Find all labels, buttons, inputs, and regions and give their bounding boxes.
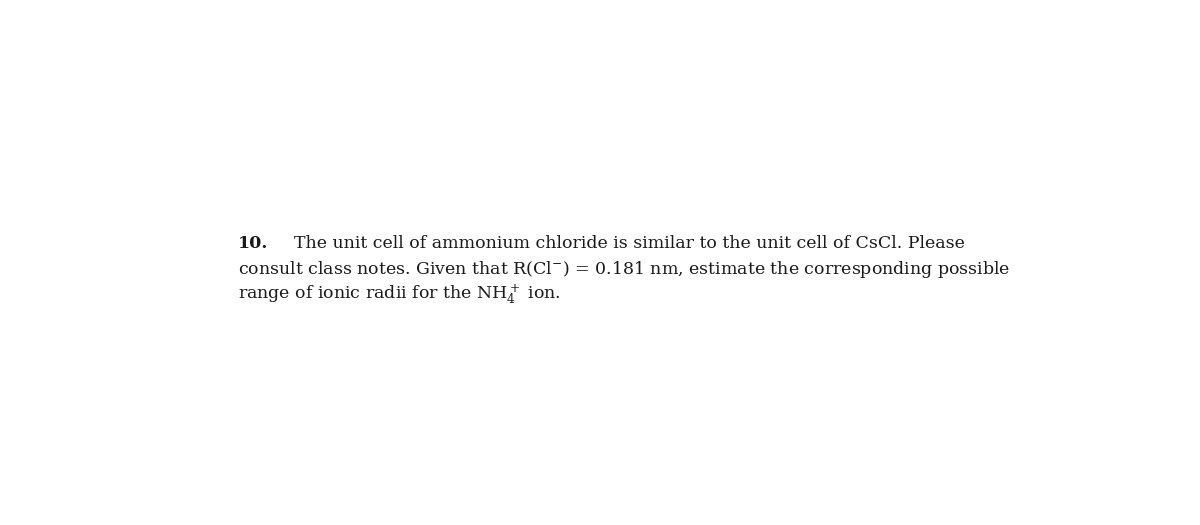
Text: consult class notes. Given that R(Cl$^{-}$) = 0.181 nm, estimate the correspondi: consult class notes. Given that R(Cl$^{-… xyxy=(239,259,1010,280)
Text: 10.: 10. xyxy=(239,235,269,252)
Text: The unit cell of ammonium chloride is similar to the unit cell of CsCl. Please: The unit cell of ammonium chloride is si… xyxy=(294,235,965,252)
Text: range of ionic radii for the NH$_4^+$ ion.: range of ionic radii for the NH$_4^+$ io… xyxy=(239,282,562,306)
